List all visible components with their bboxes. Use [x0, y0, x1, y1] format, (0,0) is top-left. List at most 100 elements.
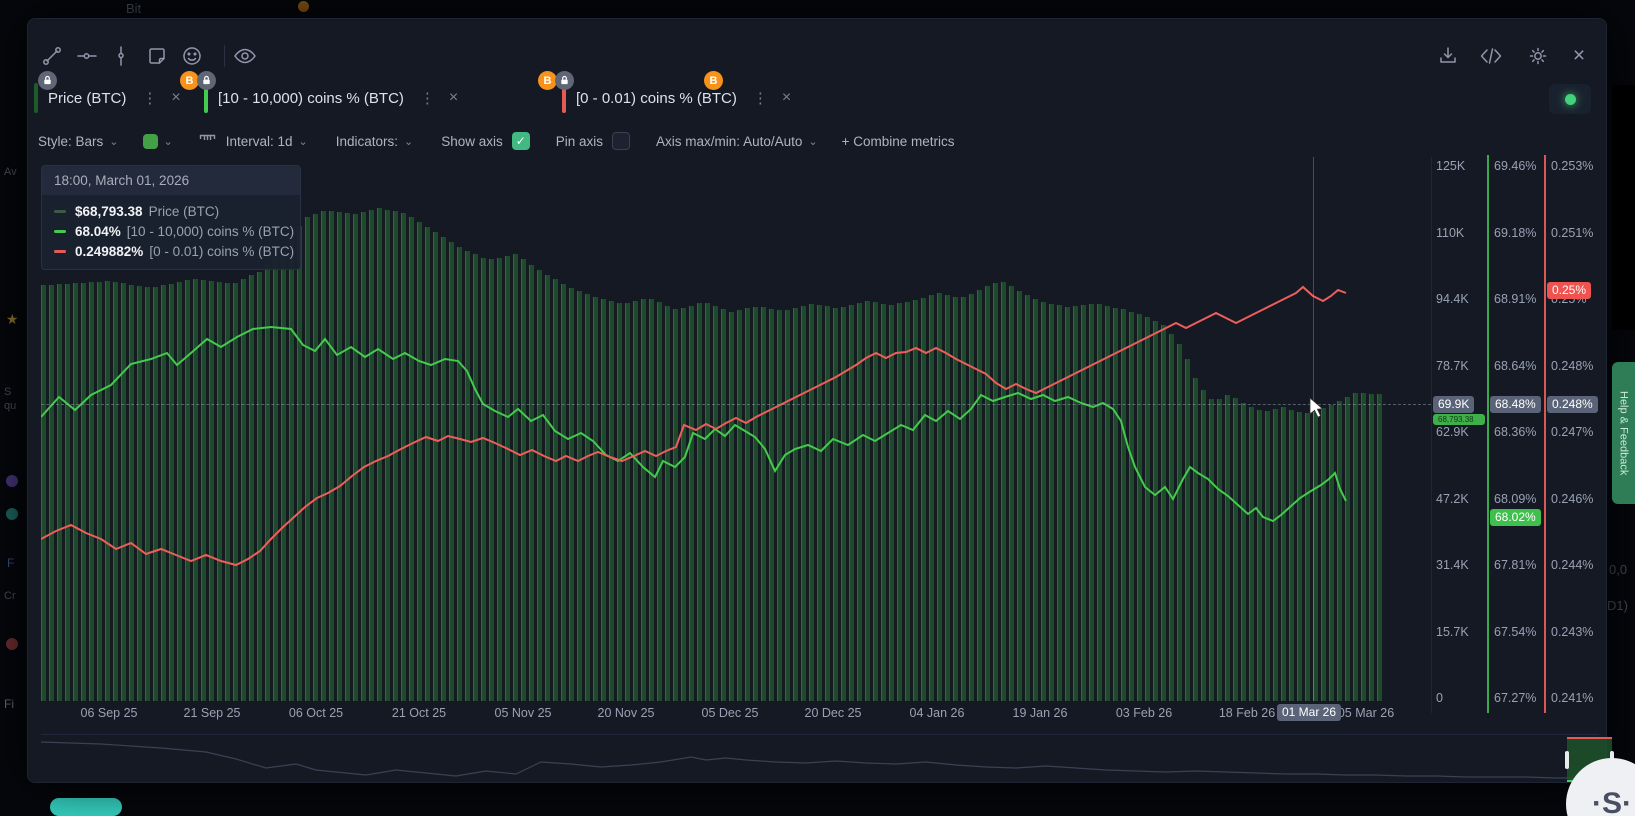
emoji-icon — [183, 47, 201, 65]
price-bar — [441, 237, 446, 701]
price-bar — [49, 285, 54, 701]
price-bar — [473, 254, 478, 701]
tab-label: Price (BTC) — [48, 89, 127, 107]
show-axis-checkbox[interactable]: ✓ — [511, 132, 530, 150]
sidebar-item-av: Av — [4, 166, 17, 178]
tab-close-button[interactable]: × — [781, 89, 792, 106]
price-tick-label: 31.4K — [1436, 558, 1469, 572]
date-tick-label: 05 Dec 25 — [701, 706, 759, 720]
price-bar — [225, 283, 230, 701]
green-axis-line[interactable] — [1487, 155, 1489, 713]
sidebar-item-qu: qu — [4, 400, 17, 412]
price-bar — [945, 295, 950, 701]
pin-axis-checkbox[interactable] — [612, 132, 631, 150]
vertical-line-tool-button[interactable] — [106, 41, 136, 71]
price-bar — [1097, 304, 1102, 701]
green-dot-indicator[interactable] — [1549, 84, 1591, 114]
tooltip-value: 0.249882% — [75, 243, 144, 259]
red-axis-line[interactable] — [1544, 155, 1546, 713]
tab-close-button[interactable]: × — [171, 89, 181, 106]
series-color-dash — [54, 229, 66, 233]
purple-dot-icon — [6, 475, 18, 487]
price-bars-plot[interactable] — [41, 157, 1431, 701]
tab-menu-button[interactable]: ⋮ — [752, 90, 768, 107]
tab-color-stripe — [34, 83, 38, 113]
chart-navigator[interactable] — [40, 734, 1614, 783]
tab-menu-button[interactable]: ⋮ — [142, 90, 158, 107]
show-axis-control: Show axis ✓ — [441, 132, 530, 150]
price-bar — [337, 212, 342, 701]
series-color-dash — [54, 209, 66, 213]
price-bar — [577, 291, 582, 701]
price-bar — [1337, 401, 1342, 701]
settings-button[interactable] — [1523, 41, 1553, 71]
interval-style-icon — [199, 134, 215, 140]
close-modal-button[interactable]: × — [1564, 41, 1594, 71]
price-bar — [1161, 325, 1166, 701]
price-bar — [1281, 407, 1286, 701]
red-tick-label: 0.244% — [1551, 558, 1594, 572]
price-bar — [729, 312, 734, 701]
price-bar — [1273, 409, 1278, 701]
crosshair-horizontal-line — [41, 404, 1431, 405]
price-bar — [601, 299, 606, 701]
price-bar — [1073, 306, 1078, 701]
price-bar — [689, 306, 694, 701]
background-teal-button[interactable] — [50, 798, 122, 816]
axis-maxmin-dropdown[interactable]: Axis max/min: Auto/Auto ⌄ — [656, 133, 818, 149]
tooltip-label: [0 - 0.01) coins % (BTC) — [149, 243, 295, 259]
vertical-line-icon — [118, 46, 124, 66]
tab-menu-button[interactable]: ⋮ — [419, 90, 435, 107]
price-bar — [489, 259, 494, 701]
gear-icon — [1529, 47, 1547, 65]
tab-price-btc[interactable]: Price (BTC) ⋮ × — [34, 71, 181, 117]
sidebar-item-cr: Cr — [4, 590, 16, 602]
navigator-left-handle[interactable] — [1565, 751, 1569, 769]
red-tick-label: 0.246% — [1551, 492, 1594, 506]
price-bar — [969, 294, 974, 701]
crosshair-green-badge: 68.48% — [1490, 396, 1541, 413]
tab-10-10000-coins[interactable]: B [10 - 10,000) coins % (BTC) ⋮ × — [180, 71, 459, 117]
price-bar — [1017, 291, 1022, 701]
visibility-button[interactable] — [230, 41, 260, 71]
price-bar — [825, 306, 830, 701]
price-bar — [233, 283, 238, 701]
background-right-text-1: 0,0 — [1609, 562, 1628, 577]
horizontal-ray-tool-button[interactable] — [72, 41, 102, 71]
red-dot-icon — [6, 638, 18, 650]
emoji-tool-button[interactable] — [177, 41, 207, 71]
price-bar — [273, 255, 278, 701]
price-bar — [1137, 314, 1142, 701]
price-bar — [1225, 395, 1230, 701]
price-bar — [617, 303, 622, 701]
tab-close-button[interactable]: × — [448, 89, 459, 106]
color-swatch-dropdown[interactable]: ⌄ — [142, 133, 173, 149]
price-bar — [265, 263, 270, 701]
trend-line-tool-button[interactable] — [37, 41, 67, 71]
note-tool-button[interactable] — [142, 41, 172, 71]
style-dropdown[interactable]: Style: Bars ⌄ — [38, 133, 119, 149]
embed-code-button[interactable] — [1476, 41, 1506, 71]
tab-0-001-coins[interactable]: B [0 - 0.01) coins % (BTC) ⋮ × — [538, 71, 792, 117]
price-bar — [961, 297, 966, 701]
price-bar — [641, 299, 646, 701]
date-tick-label: 03 Feb 26 — [1115, 706, 1173, 720]
interval-dropdown[interactable]: Interval: 1d ⌄ — [225, 133, 308, 149]
price-bar — [913, 300, 918, 701]
green-tick-label: 69.46% — [1494, 159, 1537, 173]
price-bar — [681, 308, 686, 701]
indicators-dropdown[interactable]: Indicators: ⌄ — [335, 133, 414, 149]
series-color-dash — [54, 249, 66, 253]
help-feedback-button[interactable]: Help & Feedback — [1612, 362, 1635, 504]
red-tick-label: 0.247% — [1551, 425, 1594, 439]
chart-tooltip: 18:00, March 01, 2026 $68,793.38 Price (B… — [41, 165, 301, 270]
price-bar — [345, 213, 350, 701]
combine-metrics-button[interactable]: + Combine metrics — [841, 133, 955, 149]
interval-style-button[interactable] — [199, 134, 216, 148]
sidebar-item-s: S — [4, 386, 12, 398]
price-bar — [97, 282, 102, 701]
download-button[interactable] — [1433, 41, 1463, 71]
color-swatch — [142, 133, 158, 149]
price-bar — [417, 222, 422, 701]
price-bar — [353, 214, 358, 701]
